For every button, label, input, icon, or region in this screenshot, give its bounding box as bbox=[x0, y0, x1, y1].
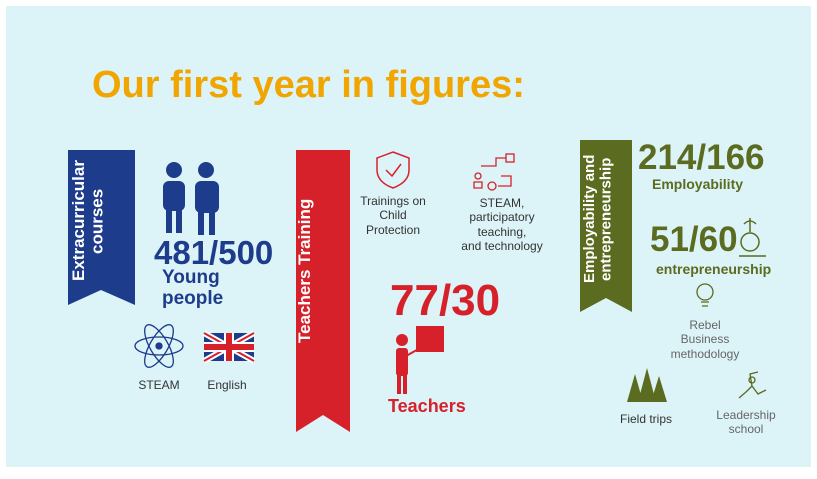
label-line: people bbox=[162, 287, 224, 309]
banner-line: Extracurricular bbox=[69, 160, 88, 282]
banner-line: Employability and bbox=[581, 154, 598, 284]
item-line: STEAM, bbox=[479, 196, 525, 210]
green-ribbon bbox=[580, 140, 632, 312]
item-line: Field trips bbox=[619, 412, 672, 426]
banner: Extracurricular courses bbox=[69, 156, 132, 286]
figure-label: entrepreneurship bbox=[656, 261, 772, 277]
item-line: Trainings on bbox=[360, 194, 426, 208]
item: English bbox=[202, 378, 252, 392]
uk-flag-icon bbox=[202, 330, 256, 364]
teacher-icon bbox=[396, 326, 444, 394]
figure-label: Employability bbox=[652, 176, 744, 192]
blue-ribbon bbox=[68, 150, 135, 305]
figure: 51/60 bbox=[650, 220, 738, 259]
figure-label: Teachers bbox=[388, 396, 466, 417]
item: Leadership school bbox=[706, 408, 786, 437]
item-line: and technology bbox=[461, 239, 543, 254]
leadership-icon bbox=[738, 371, 767, 399]
infographic: Our first year in figures: Extracurricul… bbox=[6, 6, 811, 467]
banner-line: entrepreneurship bbox=[597, 157, 615, 281]
figure: 214/166 bbox=[638, 138, 765, 177]
atom-icon bbox=[134, 324, 184, 368]
item-line: participatory bbox=[469, 210, 535, 225]
label-line: Young bbox=[162, 267, 220, 288]
item-line: Business bbox=[680, 332, 730, 347]
banner: Employability and entrepreneurship bbox=[581, 144, 632, 294]
item-line: Rebel bbox=[689, 318, 721, 332]
shield-icon bbox=[376, 151, 410, 189]
decorations bbox=[68, 140, 767, 432]
trees-icon bbox=[627, 368, 667, 402]
bulb-icon bbox=[696, 283, 714, 307]
item: STEAM bbox=[134, 378, 184, 392]
banner-line: courses bbox=[87, 188, 107, 254]
banner: Teachers Training bbox=[295, 156, 350, 386]
item-line: English bbox=[207, 378, 247, 392]
item: Rebel Business methodology bbox=[665, 318, 745, 361]
figure-label: Young people bbox=[162, 267, 224, 310]
people-icon bbox=[163, 162, 219, 235]
figure: 481/500 bbox=[154, 234, 274, 271]
item: Field trips bbox=[606, 412, 686, 426]
item-line: teaching, bbox=[477, 224, 527, 239]
steam-icon bbox=[473, 153, 515, 191]
item-line: methodology bbox=[670, 346, 740, 361]
item-line: Protection bbox=[365, 222, 421, 237]
item-line: Child bbox=[379, 208, 407, 223]
item-line: Leadership bbox=[716, 408, 776, 422]
item-line: school bbox=[728, 422, 764, 437]
item-line: STEAM bbox=[138, 378, 180, 392]
title: Our first year in figures: bbox=[92, 64, 525, 106]
item: Trainings on Child Protection bbox=[353, 194, 433, 237]
red-ribbon bbox=[296, 150, 350, 432]
banner-line: Teachers Training bbox=[295, 198, 314, 344]
figure: 77/30 bbox=[390, 276, 501, 325]
item: STEAM, participatory teaching, and techn… bbox=[452, 196, 552, 254]
label-line: Teachers bbox=[388, 396, 466, 416]
money-icon bbox=[739, 218, 766, 257]
